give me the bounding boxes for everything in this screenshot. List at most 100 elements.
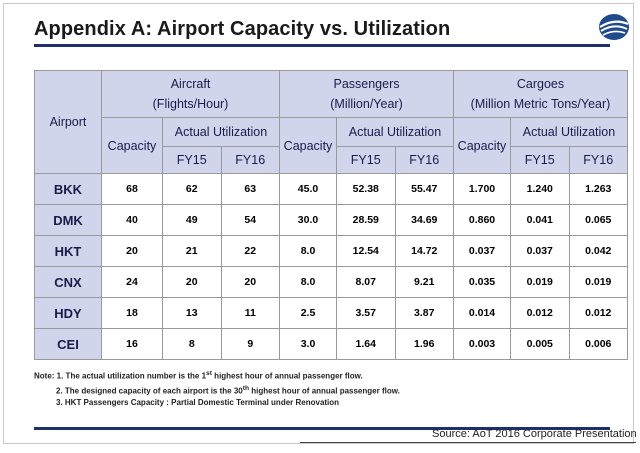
cargoes-fy16-cell: 0.006 <box>568 328 628 360</box>
footnote-1-sup: st <box>206 370 212 377</box>
passengers-capacity-header: Capacity <box>279 117 337 174</box>
passengers-fy16-cell: 9.21 <box>394 266 454 298</box>
airport-header: Airport <box>34 70 102 174</box>
title-divider <box>34 44 610 47</box>
passengers-capacity-cell: 2.5 <box>279 297 337 329</box>
cargoes-fy16-cell: 0.012 <box>568 297 628 329</box>
aircraft-fy15-header: FY15 <box>162 146 222 174</box>
aircraft-capacity-cell: 16 <box>101 328 163 360</box>
passengers-fy16-cell: 55.47 <box>394 173 454 205</box>
passengers-fy15-cell: 28.59 <box>336 204 396 236</box>
capacity-table: Airport Aircraft (Flights/Hour) Passenge… <box>34 70 628 360</box>
passengers-fy15-cell: 3.57 <box>336 297 396 329</box>
table-row: HDY 18 13 11 2.5 3.57 3.87 0.014 0.012 0… <box>34 297 628 329</box>
footnote-2-sup: th <box>242 384 250 392</box>
cargoes-fy16-cell: 0.019 <box>568 266 628 298</box>
cargoes-group-header: Cargoes (Million Metric Tons/Year) <box>453 70 628 118</box>
airport-name: DMK <box>34 204 102 236</box>
aircraft-fy16-cell: 20 <box>220 266 280 298</box>
aircraft-fy15-cell: 20 <box>162 266 222 298</box>
header-row-1: Airport Aircraft (Flights/Hour) Passenge… <box>34 70 628 174</box>
footnote-3: 3. HKT Passengers Capacity : Partial Dom… <box>56 398 340 408</box>
footnote-1-text-end: highest hour of annual passenger flow. <box>211 371 363 381</box>
aircraft-fy15-cell: 13 <box>162 297 222 329</box>
cargoes-fy15-cell: 0.041 <box>510 204 570 236</box>
cargoes-actual-header: Actual Utilization <box>510 117 628 147</box>
cargoes-capacity-header: Capacity <box>453 117 511 174</box>
cargoes-fy15-cell: 0.019 <box>510 266 570 298</box>
passengers-fy15-cell: 8.07 <box>336 266 396 298</box>
cargoes-fy15-cell: 1.240 <box>510 173 570 205</box>
footnote-1: Note: 1. The actual utilization number i… <box>34 368 400 383</box>
aircraft-capacity-cell: 40 <box>101 204 163 236</box>
aircraft-group-header: Aircraft (Flights/Hour) <box>101 70 280 118</box>
airport-name: CNX <box>34 266 102 298</box>
footer-divider <box>34 427 610 430</box>
table-row: DMK 40 49 54 30.0 28.59 34.69 0.860 0.04… <box>34 204 628 236</box>
aircraft-fy16-cell: 63 <box>220 173 280 205</box>
cargoes-fy16-cell: 0.065 <box>568 204 628 236</box>
header-row-2: Capacity Actual Utilization Capacity Act… <box>35 117 628 174</box>
aircraft-capacity-cell: 20 <box>101 235 163 267</box>
cargoes-capacity-cell: 0.860 <box>453 204 511 236</box>
passengers-capacity-cell: 8.0 <box>279 266 337 298</box>
cargoes-capacity-cell: 0.003 <box>453 328 511 360</box>
aircraft-fy16-cell: 9 <box>220 328 280 360</box>
aircraft-header-unit: (Flights/Hour) <box>152 97 229 111</box>
aircraft-fy15-cell: 8 <box>162 328 222 360</box>
aircraft-fy16-header: FY16 <box>220 146 280 174</box>
aircraft-fy15-cell: 21 <box>162 235 222 267</box>
table-row: CNX 24 20 20 8.0 8.07 9.21 0.035 0.019 0… <box>34 266 628 298</box>
table-row: HKT 20 21 22 8.0 12.54 14.72 0.037 0.037… <box>34 235 628 267</box>
page-title: Appendix A: Airport Capacity vs. Utiliza… <box>34 18 451 40</box>
aircraft-fy15-cell: 62 <box>162 173 222 205</box>
table-row: BKK 68 62 63 45.0 52.38 55.47 1.700 1.24… <box>34 173 628 205</box>
aircraft-actual-header: Actual Utilization <box>162 117 280 147</box>
passengers-header-title: Passengers <box>333 77 400 91</box>
table-row: CEI 16 8 9 3.0 1.64 1.96 0.003 0.005 0.0… <box>34 328 628 360</box>
cargoes-fy15-header: FY15 <box>510 146 570 174</box>
cargoes-capacity-cell: 0.014 <box>453 297 511 329</box>
passengers-actual-header: Actual Utilization <box>336 117 454 147</box>
passengers-header-unit: (Million/Year) <box>330 97 403 111</box>
footnotes: Note: 1. The actual utilization number i… <box>34 368 400 409</box>
passengers-fy15-header: FY15 <box>336 146 396 174</box>
airport-name: BKK <box>34 173 102 205</box>
cargoes-fy15-cell: 0.005 <box>510 328 570 360</box>
slide: Appendix A: Airport Capacity vs. Utiliza… <box>3 3 634 444</box>
cargoes-header-unit: (Million Metric Tons/Year) <box>470 97 611 111</box>
airport-name: HKT <box>34 235 102 267</box>
passengers-fy16-cell: 34.69 <box>394 204 454 236</box>
aircraft-header-title: Aircraft <box>170 77 211 91</box>
cargoes-capacity-cell: 0.037 <box>453 235 511 267</box>
cargoes-fy15-cell: 0.037 <box>510 235 570 267</box>
footnote-2: 2. The designed capacity of each airport… <box>34 383 400 398</box>
source-caption: Source: AoT 2016 Corporate Presentation <box>432 428 637 440</box>
passengers-fy15-cell: 1.64 <box>336 328 396 360</box>
aircraft-capacity-cell: 18 <box>101 297 163 329</box>
passengers-fy16-cell: 1.96 <box>394 328 454 360</box>
passengers-capacity-cell: 8.0 <box>279 235 337 267</box>
aircraft-capacity-header: Capacity <box>101 117 163 174</box>
footnote-1-text: Note: 1. The actual utilization number i… <box>34 371 207 381</box>
passengers-fy15-cell: 12.54 <box>336 235 396 267</box>
aircraft-fy16-cell: 22 <box>220 235 280 267</box>
aircraft-fy16-cell: 11 <box>220 297 280 329</box>
aircraft-capacity-cell: 68 <box>101 173 163 205</box>
cargoes-capacity-cell: 1.700 <box>453 173 511 205</box>
passengers-fy16-cell: 3.87 <box>394 297 454 329</box>
aircraft-fy15-cell: 49 <box>162 204 222 236</box>
airline-swoosh-logo-icon <box>599 14 629 40</box>
cargoes-fy16-header: FY16 <box>568 146 628 174</box>
passengers-group-header: Passengers (Million/Year) <box>279 70 454 118</box>
passengers-fy15-cell: 52.38 <box>336 173 396 205</box>
source-underline <box>300 442 636 443</box>
airport-name: CEI <box>34 328 102 360</box>
cargoes-fy15-cell: 0.012 <box>510 297 570 329</box>
airport-name: HDY <box>34 297 102 329</box>
passengers-fy16-header: FY16 <box>394 146 454 174</box>
passengers-fy16-cell: 14.72 <box>394 235 454 267</box>
cargoes-header-title: Cargoes <box>516 77 565 91</box>
passengers-capacity-cell: 3.0 <box>279 328 337 360</box>
footnote-2-text-end: highest hour of annual passenger flow. <box>249 386 400 396</box>
